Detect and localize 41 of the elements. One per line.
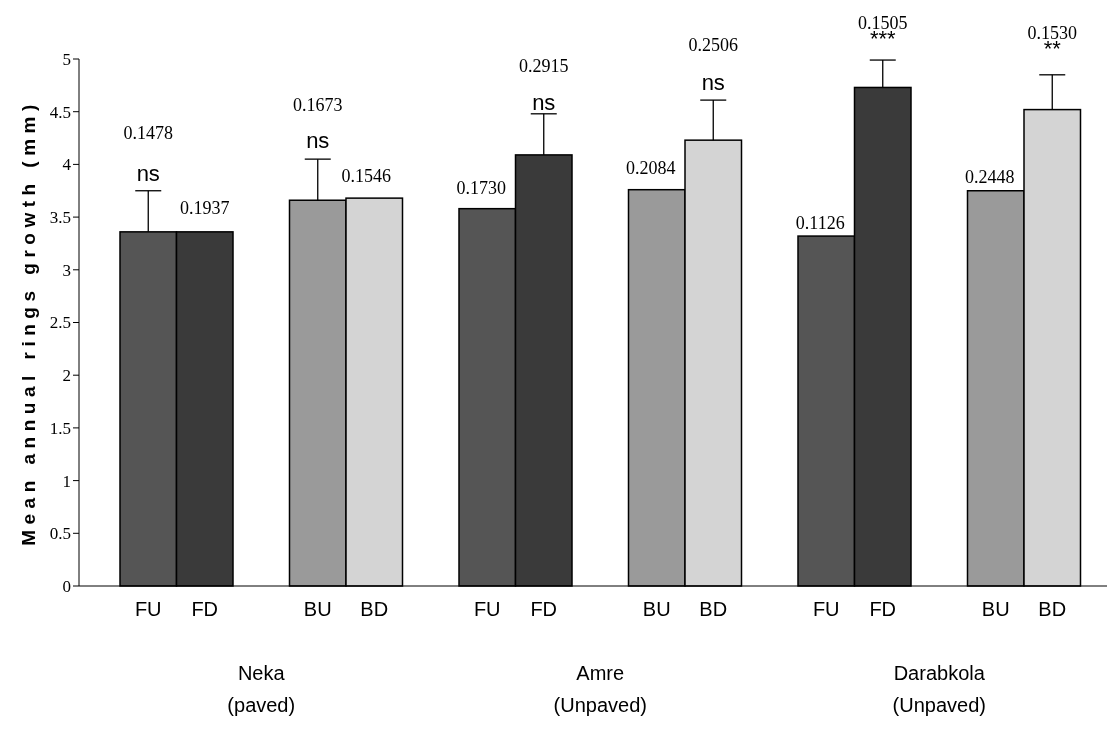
y-tick-label: 2 (62, 366, 71, 386)
annotation: ns (532, 89, 556, 115)
y-tick-label: 3 (62, 260, 71, 280)
annotation: 0.2084 (626, 157, 676, 178)
annotation: 0.2448 (965, 167, 1015, 188)
x-tick-label: FU (134, 598, 162, 620)
x-tick-label: BU (642, 598, 671, 620)
y-tick-label: 4 (62, 155, 72, 175)
annotation: ns (136, 160, 160, 186)
annotation: ns (701, 69, 725, 95)
x-tick-label: FD (191, 598, 219, 620)
x-tick-label: BD (699, 598, 728, 620)
x-tick-label: BD (1038, 598, 1067, 620)
y-tick-label: 4.5 (49, 102, 71, 122)
x-tick-label: FU (473, 598, 501, 620)
annotation: 0.1673 (293, 94, 343, 115)
y-tick-label: 3.5 (49, 208, 71, 228)
x-tick-label: BU (303, 598, 332, 620)
y-tick-label: 1.5 (49, 418, 71, 438)
annotation: 0.1937 (180, 197, 230, 218)
text: Amre (Unpaved) (553, 662, 647, 716)
annotation: 0.1478 (123, 123, 173, 144)
text: Darabkola (Unpaved) (892, 662, 986, 716)
y-axis-title: Mean annual rings growth (mm) (18, 99, 39, 546)
y-tick-label: 1 (62, 471, 71, 491)
x-tick-label: FD (530, 598, 558, 620)
text: Neka (paved) (227, 662, 296, 716)
annotation: 0.1546 (341, 166, 391, 187)
annotation: ns (306, 127, 330, 153)
annotation: 0.1126 (795, 212, 845, 233)
annotation: 0.1730 (456, 177, 506, 198)
annotation: 0.2915 (519, 55, 569, 76)
y-tick-label: 2.5 (49, 313, 71, 333)
x-tick-label: BU (981, 598, 1010, 620)
y-tick-label: 0 (62, 576, 71, 596)
x-tick-label: FU (812, 598, 840, 620)
x-tick-label: BD (360, 598, 389, 620)
y-tick-label: 5 (62, 49, 71, 69)
text: 0.2506 (688, 34, 738, 55)
x-tick-label: FD (869, 598, 897, 620)
y-tick-label: 0.5 (49, 524, 71, 544)
